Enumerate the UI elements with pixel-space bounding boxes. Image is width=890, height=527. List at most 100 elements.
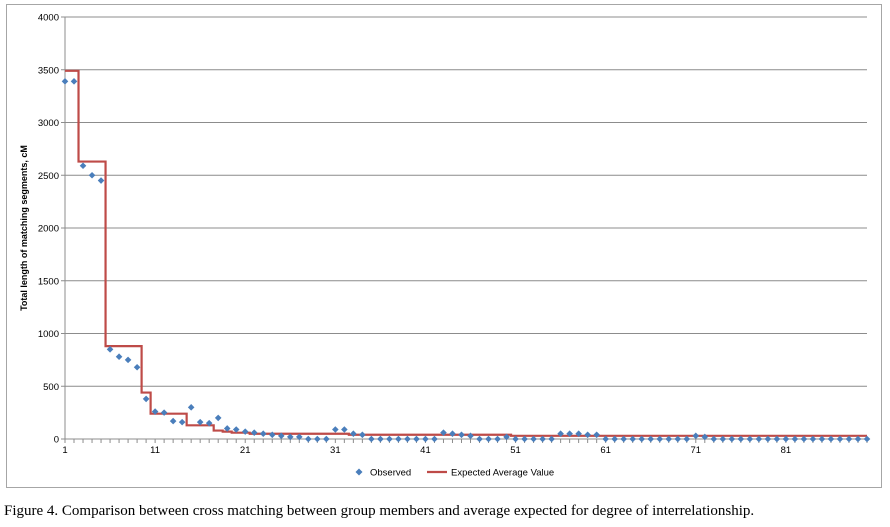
observed-point bbox=[683, 435, 691, 443]
legend-label-observed: Observed bbox=[370, 468, 411, 479]
observed-point bbox=[503, 433, 510, 441]
observed-point bbox=[521, 435, 528, 443]
x-tick-label: 21 bbox=[240, 445, 251, 456]
observed-point bbox=[827, 435, 835, 443]
observed-point bbox=[818, 435, 826, 443]
observed-point bbox=[196, 418, 204, 426]
observed-point bbox=[305, 435, 312, 443]
observed-point bbox=[341, 426, 348, 433]
observed-series-points bbox=[61, 78, 871, 443]
observed-point bbox=[809, 435, 817, 443]
observed-point bbox=[422, 435, 429, 443]
x-tick-label: 31 bbox=[330, 445, 341, 456]
observed-point bbox=[485, 435, 492, 443]
y-tick-labels: 0 500 1000 1500 2000 2500 3000 3500 4000 bbox=[38, 13, 59, 446]
observed-point bbox=[854, 435, 862, 443]
figure-caption: Figure 4. Comparison between cross match… bbox=[4, 503, 755, 519]
observed-point bbox=[395, 435, 402, 443]
y-tick-label: 3000 bbox=[38, 118, 59, 129]
observed-point bbox=[665, 435, 673, 443]
observed-point bbox=[232, 426, 240, 433]
observed-point bbox=[241, 428, 249, 435]
y-tick-label: 2000 bbox=[38, 224, 59, 235]
observed-point bbox=[746, 435, 754, 443]
x-tick-label: 41 bbox=[420, 445, 431, 456]
observed-point bbox=[530, 435, 537, 443]
observed-point bbox=[449, 430, 456, 438]
observed-point bbox=[142, 395, 150, 403]
observed-point bbox=[575, 430, 582, 438]
observed-point bbox=[314, 435, 321, 443]
observed-point bbox=[647, 435, 655, 443]
observed-point bbox=[323, 435, 330, 443]
y-tick-label: 4000 bbox=[38, 13, 59, 24]
observed-point bbox=[259, 430, 267, 438]
observed-point bbox=[800, 435, 808, 443]
observed-point bbox=[250, 429, 258, 436]
y-tick-label: 3500 bbox=[38, 65, 59, 76]
observed-point bbox=[476, 435, 483, 443]
observed-point bbox=[494, 435, 501, 443]
observed-point bbox=[593, 431, 600, 439]
observed-point bbox=[638, 435, 646, 443]
observed-point bbox=[88, 171, 96, 179]
observed-point bbox=[863, 435, 871, 443]
observed-point bbox=[151, 408, 159, 415]
x-tick-label: 11 bbox=[150, 445, 160, 456]
observed-point bbox=[187, 404, 195, 411]
observed-point bbox=[791, 435, 799, 443]
gridlines bbox=[61, 16, 868, 443]
observed-point bbox=[512, 435, 519, 443]
observed-point bbox=[178, 418, 186, 426]
observed-point bbox=[755, 435, 763, 443]
x-tick-label: 81 bbox=[781, 445, 792, 456]
observed-point bbox=[548, 435, 555, 443]
observed-point bbox=[431, 435, 438, 443]
observed-point bbox=[764, 435, 772, 443]
observed-point bbox=[124, 356, 132, 364]
observed-point bbox=[377, 435, 384, 443]
observed-point bbox=[97, 177, 105, 184]
y-tick-label: 0 bbox=[54, 435, 59, 446]
legend-marker-observed bbox=[355, 468, 363, 476]
y-axis-title: Total length of matching segments, cM bbox=[19, 145, 29, 311]
observed-point bbox=[692, 432, 700, 440]
observed-point bbox=[359, 431, 366, 439]
observed-point bbox=[115, 353, 123, 361]
y-tick-label: 500 bbox=[43, 382, 59, 393]
y-tick-label: 2500 bbox=[38, 171, 59, 182]
observed-point bbox=[773, 435, 781, 443]
observed-point bbox=[386, 435, 393, 443]
observed-point bbox=[737, 435, 745, 443]
observed-point bbox=[106, 346, 114, 353]
observed-point bbox=[584, 431, 591, 439]
observed-point bbox=[656, 435, 664, 443]
y-tick-label: 1500 bbox=[38, 276, 59, 287]
legend: Observed Expected Average Value bbox=[355, 468, 554, 479]
x-tick-label: 1 bbox=[62, 445, 67, 456]
observed-point bbox=[539, 435, 546, 443]
x-tick-label: 71 bbox=[690, 445, 701, 456]
observed-point bbox=[728, 435, 736, 443]
observed-point bbox=[169, 417, 177, 425]
observed-point bbox=[268, 431, 276, 439]
observed-point bbox=[782, 435, 790, 443]
x-tick-label: 61 bbox=[600, 445, 611, 456]
observed-point bbox=[602, 435, 609, 443]
observed-point bbox=[61, 78, 69, 85]
observed-point bbox=[458, 431, 465, 439]
x-tick-labels: 1 11 21 31 41 51 61 71 81 bbox=[62, 445, 791, 456]
x-tick-label: 51 bbox=[510, 445, 521, 456]
observed-point bbox=[160, 409, 168, 416]
observed-point bbox=[277, 432, 285, 440]
observed-point bbox=[701, 433, 709, 441]
observed-point bbox=[286, 433, 294, 441]
observed-point bbox=[413, 435, 420, 443]
observed-point bbox=[223, 425, 231, 432]
observed-point bbox=[845, 435, 853, 443]
y-tick-label: 1000 bbox=[38, 329, 59, 340]
chart-frame: 0 500 1000 1500 2000 2500 3000 3500 4000 1 11 21 31… bbox=[6, 4, 882, 488]
observed-point bbox=[295, 433, 303, 441]
observed-point bbox=[629, 435, 637, 443]
